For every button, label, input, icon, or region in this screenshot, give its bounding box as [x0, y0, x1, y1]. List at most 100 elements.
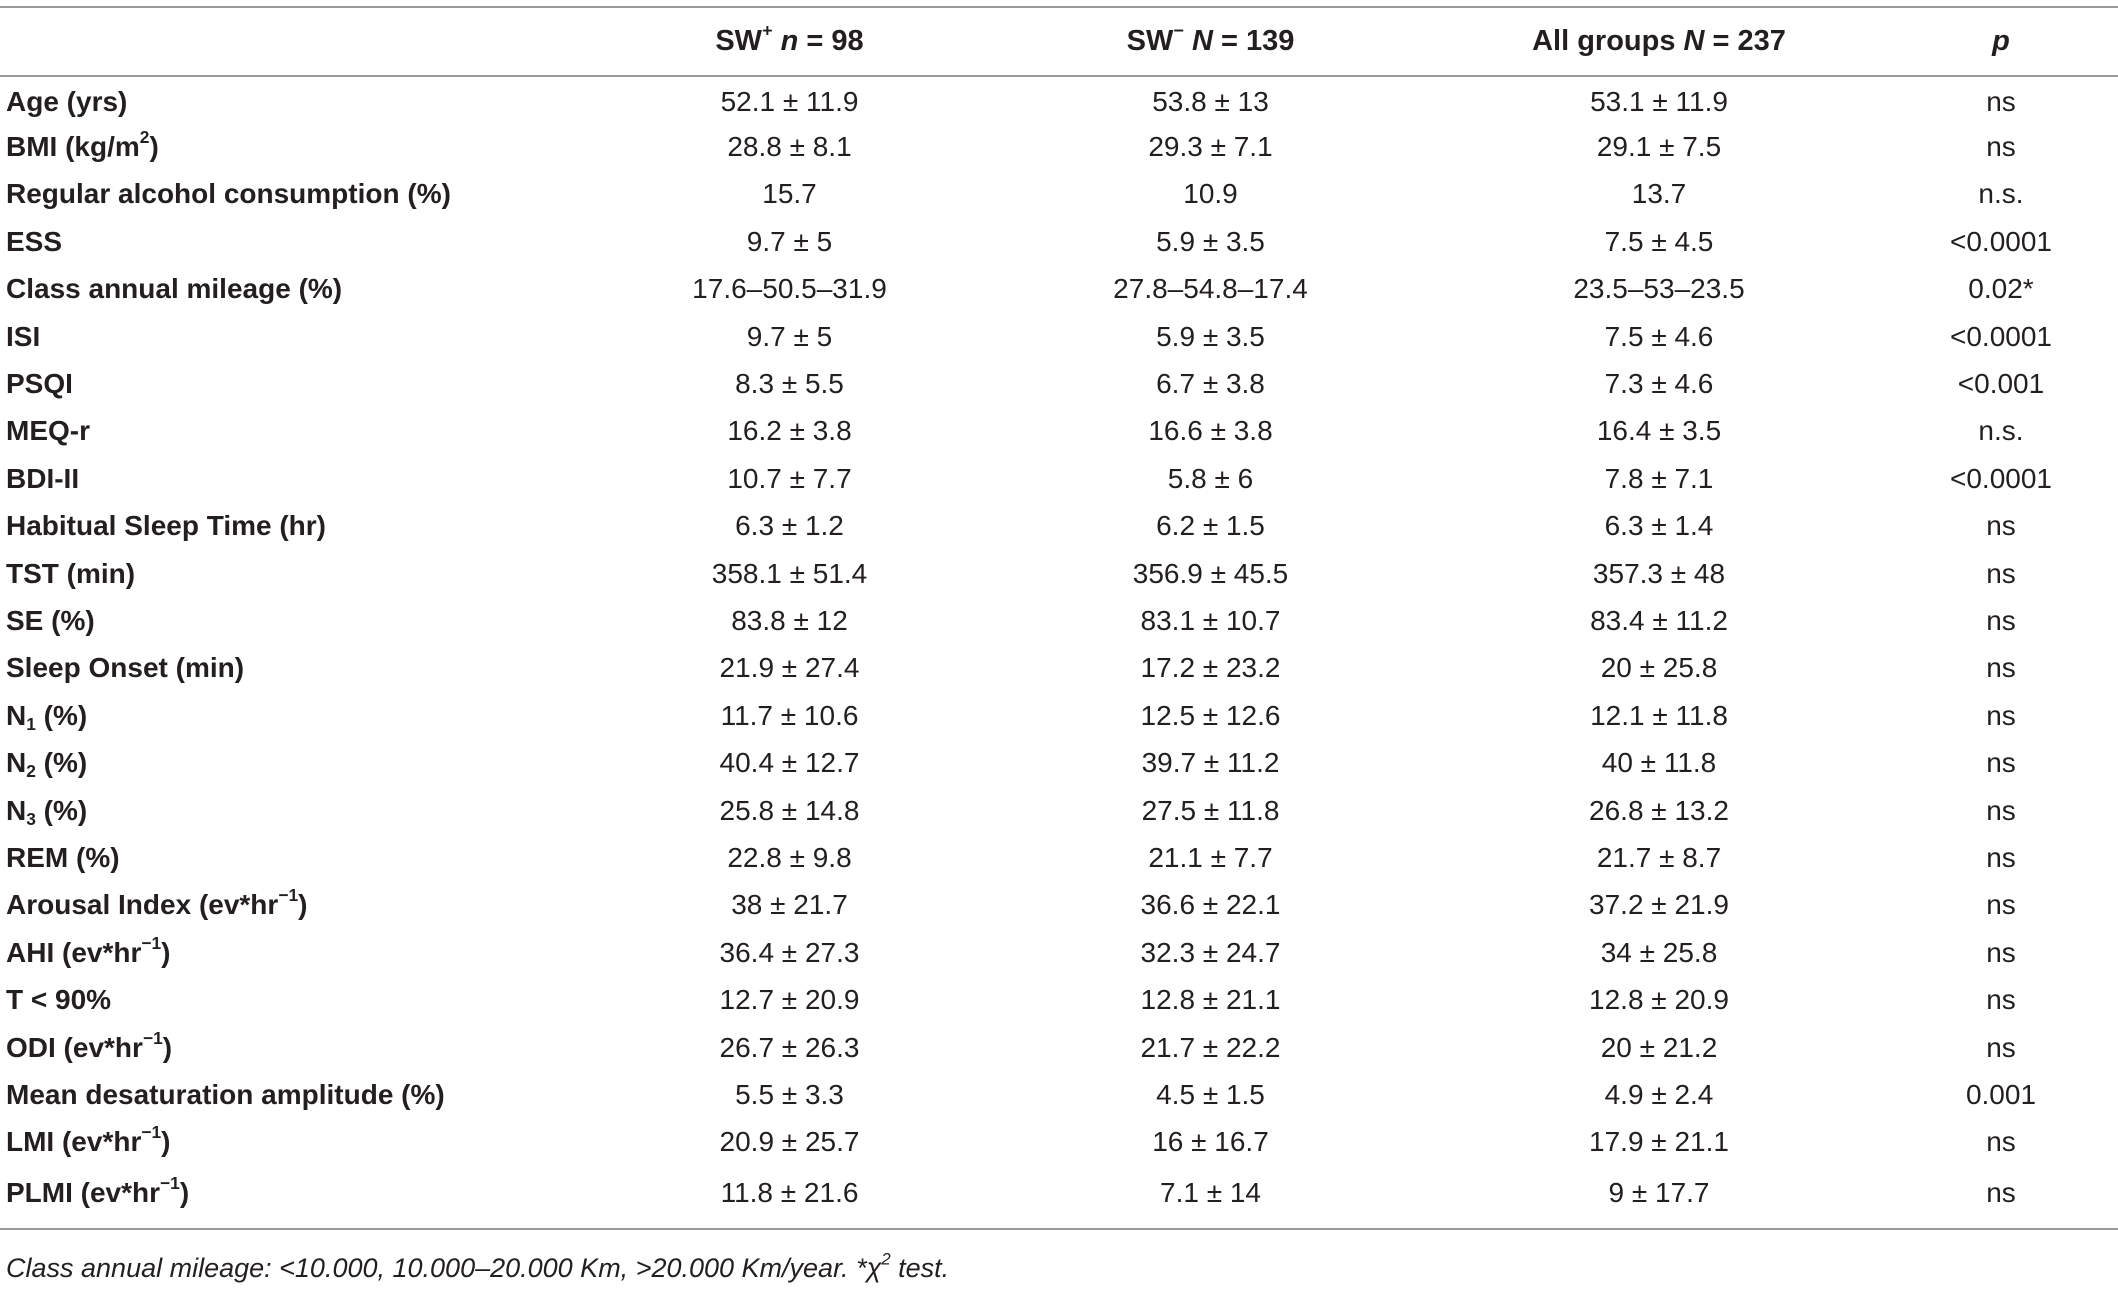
- cell-sw-minus: 27.8–54.8–17.4: [1113, 273, 1308, 305]
- table-row: Class annual mileage (%) 17.6–50.5–31.9 27…: [0, 266, 2118, 313]
- cell-sw-minus: 10.9: [1183, 178, 1238, 210]
- cell-sw-plus: 11.8 ± 21.6: [612, 1165, 967, 1230]
- table-row: REM (%) 22.8 ± 9.8 21.1 ± 7.7 21.7 ± 8.7 ns: [0, 834, 2118, 881]
- cell-sw-plus: 40.4 ± 12.7: [719, 747, 860, 779]
- cell-all-groups: 26.8 ± 13.2: [1589, 794, 1729, 826]
- cell-sw-minus: 12.8 ± 21.1: [1140, 984, 1281, 1016]
- cell-all-groups: 20 ± 21.2: [1600, 1031, 1718, 1063]
- cell-sw-plus: 83.8 ± 12: [731, 604, 848, 636]
- cell-p-value: ns: [1986, 936, 2016, 968]
- cell-sw-plus: 17.6–50.5–31.9: [692, 273, 887, 305]
- cell-sw-minus: 4.5 ± 1.5: [1156, 1078, 1265, 1110]
- table-row: PSQI 8.3 ± 5.5 6.7 ± 3.8 7.3 ± 4.6 <0.001: [0, 360, 2118, 407]
- row-label: MEQ-r: [6, 415, 90, 447]
- cell-p-value: 0.02*: [1968, 273, 2034, 305]
- row-label: Mean desaturation amplitude (%): [6, 1078, 445, 1110]
- sleep-characteristics-table: SW+ n = 98 SW− N = 139 All groups N = 23…: [0, 6, 2118, 1230]
- row-label: REM (%): [6, 841, 120, 873]
- cell-sw-minus: 5.8 ± 6: [1167, 462, 1254, 494]
- cell-p-value: 0.001: [1965, 1078, 2037, 1110]
- table-row: T < 90% 12.7 ± 20.9 12.8 ± 21.1 12.8 ± 20.9…: [0, 976, 2118, 1023]
- cell-p-value: ns: [1986, 652, 2016, 684]
- row-label: ESS: [6, 225, 63, 257]
- header-all-groups: All groups N = 237: [1454, 6, 1864, 77]
- cell-sw-minus: 6.2 ± 1.5: [1156, 510, 1265, 542]
- row-label: LMI (ev*hr−1): [6, 1122, 171, 1158]
- cell-p-value: ns: [1986, 604, 2016, 636]
- cell-sw-plus: 6.3 ± 1.2: [735, 510, 844, 542]
- header-sw-plus: SW+ n = 98: [612, 6, 967, 77]
- cell-all-groups: 9 ± 17.7: [1454, 1165, 1864, 1230]
- cell-sw-plus: 20.9 ± 25.7: [719, 1126, 860, 1158]
- cell-all-groups: 34 ± 25.8: [1600, 936, 1718, 968]
- cell-all-groups: 37.2 ± 21.9: [1589, 889, 1729, 921]
- cell-sw-minus: 29.3 ± 7.1: [1148, 131, 1273, 163]
- cell-all-groups: 357.3 ± 48: [1592, 557, 1726, 589]
- row-label: T < 90%: [6, 984, 112, 1016]
- cell-p-value: <0.0001: [1950, 462, 2052, 494]
- cell-all-groups: 83.4 ± 11.2: [1590, 604, 1728, 636]
- cell-sw-plus: 9.7 ± 5: [746, 320, 833, 352]
- row-label: BDI-II: [6, 462, 80, 494]
- cell-sw-minus: 39.7 ± 11.2: [1141, 747, 1280, 779]
- cell-sw-plus: 15.7: [762, 178, 817, 210]
- header-sw-minus: SW− N = 139: [967, 6, 1454, 77]
- row-label: ODI (ev*hr−1): [6, 1027, 173, 1063]
- table-row: N2 (%) 40.4 ± 12.7 39.7 ± 11.2 40 ± 11.8 ns: [0, 739, 2118, 786]
- table-body: Age (yrs) 52.1 ± 11.9 53.8 ± 13 53.1 ± 11.9…: [0, 76, 2118, 1230]
- cell-p-value: ns: [1986, 86, 2016, 118]
- cell-all-groups: 53.1 ± 11.9: [1590, 86, 1728, 118]
- cell-sw-plus: 22.8 ± 9.8: [727, 841, 852, 873]
- row-label: PLMI (ev*hr−1): [0, 1165, 612, 1230]
- cell-p-value: ns: [1986, 889, 2016, 921]
- row-label: Age (yrs): [6, 86, 128, 118]
- cell-sw-plus: 9.7 ± 5: [746, 225, 833, 257]
- table-row: SE (%) 83.8 ± 12 83.1 ± 10.7 83.4 ± 11.2 ns: [0, 597, 2118, 644]
- cell-p-value: ns: [1986, 984, 2016, 1016]
- cell-all-groups: 12.8 ± 20.9: [1589, 984, 1729, 1016]
- cell-p-value: ns: [1986, 557, 2016, 589]
- cell-sw-plus: 16.2 ± 3.8: [727, 415, 852, 447]
- table-row: TST (min) 358.1 ± 51.4 356.9 ± 45.5 357.3 ±…: [0, 550, 2118, 597]
- cell-sw-minus: 32.3 ± 24.7: [1140, 936, 1281, 968]
- row-label: Sleep Onset (min): [6, 652, 245, 684]
- cell-sw-minus: 5.9 ± 3.5: [1156, 225, 1265, 257]
- data-table-container: SW+ n = 98 SW− N = 139 All groups N = 23…: [0, 6, 2118, 1230]
- cell-sw-plus: 36.4 ± 27.3: [719, 936, 860, 968]
- table-row: AHI (ev*hr−1) 36.4 ± 27.3 32.3 ± 24.7 34 ± …: [0, 929, 2118, 976]
- cell-all-groups: 23.5–53–23.5: [1573, 273, 1745, 305]
- table-row: LMI (ev*hr−1) 20.9 ± 25.7 16 ± 16.7 17.9 ± …: [0, 1119, 2118, 1166]
- cell-p-value: n.s.: [1978, 178, 2024, 210]
- cell-sw-minus: 12.5 ± 12.6: [1140, 699, 1281, 731]
- cell-sw-minus: 356.9 ± 45.5: [1132, 557, 1289, 589]
- row-label: SE (%): [6, 604, 95, 636]
- cell-p-value: n.s.: [1978, 415, 2024, 447]
- cell-sw-minus: 36.6 ± 22.1: [1140, 889, 1281, 921]
- table-row: N1 (%) 11.7 ± 10.6 12.5 ± 12.6 12.1 ± 11.8 n…: [0, 692, 2118, 739]
- cell-p-value: <0.0001: [1950, 225, 2052, 257]
- table-row: PLMI (ev*hr−1) 11.8 ± 21.6 7.1 ± 14 9 ± 17.…: [0, 1165, 2118, 1230]
- row-label: PSQI: [6, 368, 73, 400]
- cell-all-groups: 6.3 ± 1.4: [1604, 510, 1714, 542]
- cell-sw-minus: 17.2 ± 23.2: [1140, 652, 1281, 684]
- row-label: Regular alcohol consumption (%): [6, 178, 451, 210]
- header-variable: [0, 6, 612, 77]
- cell-p-value: ns: [1986, 794, 2016, 826]
- cell-sw-minus: 7.1 ± 14: [967, 1165, 1454, 1230]
- cell-sw-plus: 52.1 ± 11.9: [720, 86, 859, 118]
- cell-all-groups: 7.5 ± 4.5: [1604, 225, 1714, 257]
- row-label: TST (min): [6, 557, 136, 589]
- cell-sw-plus: 10.7 ± 7.7: [727, 462, 852, 494]
- cell-p-value: <0.001: [1957, 368, 2045, 400]
- cell-all-groups: 40 ± 11.8: [1601, 747, 1717, 779]
- cell-sw-plus: 28.8 ± 8.1: [727, 131, 852, 163]
- table-row: MEQ-r 16.2 ± 3.8 16.6 ± 3.8 16.4 ± 3.5 n.s.: [0, 408, 2118, 455]
- table-footnote: Class annual mileage: <10.000, 10.000–20…: [6, 1249, 950, 1283]
- cell-p-value: <0.0001: [1950, 320, 2052, 352]
- cell-all-groups: 12.1 ± 11.8: [1590, 699, 1728, 731]
- cell-sw-minus: 53.8 ± 13: [1152, 86, 1269, 118]
- cell-sw-minus: 6.7 ± 3.8: [1156, 368, 1265, 400]
- table-row: BDI-II 10.7 ± 7.7 5.8 ± 6 7.8 ± 7.1 <0.0001: [0, 455, 2118, 502]
- cell-sw-plus: 11.7 ± 10.6: [720, 699, 859, 731]
- row-label: AHI (ev*hr−1): [6, 932, 171, 968]
